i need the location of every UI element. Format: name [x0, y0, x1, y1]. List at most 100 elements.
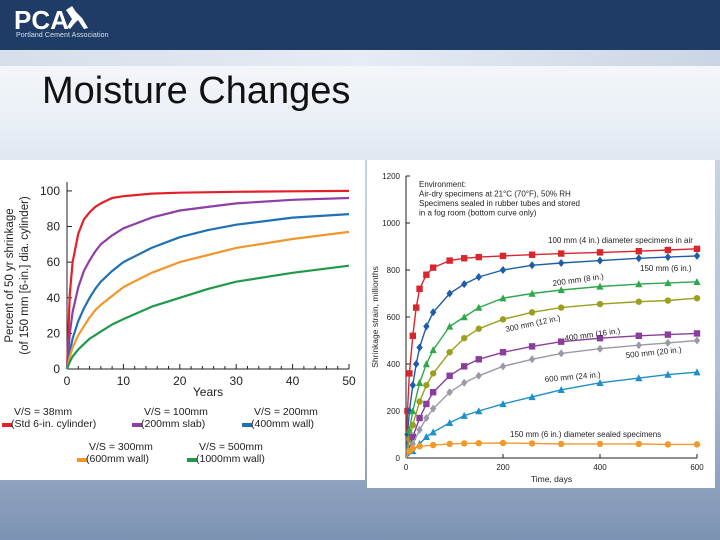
- data-point: [461, 363, 468, 370]
- series-line-2: [65, 196, 350, 370]
- data-point: [460, 411, 468, 419]
- y-axis-label-line: Percent of 50 yr shrinkage: [4, 208, 16, 342]
- data-point: [429, 264, 437, 271]
- data-point: [635, 280, 643, 288]
- data-point: [475, 273, 482, 282]
- x-axis-label: Time, days: [531, 474, 572, 484]
- y-tick-label: 800: [387, 266, 401, 275]
- y-axis-label-line: (of 150 mm [6-in.] dia. cylinder): [19, 196, 31, 355]
- series-markers-2: [404, 251, 701, 439]
- data-point: [558, 258, 565, 267]
- curve-label-6: 500 mm (20 in.): [625, 345, 682, 360]
- data-point: [596, 282, 604, 290]
- y-tick-label: 80: [47, 220, 61, 234]
- data-point: [429, 370, 437, 377]
- data-point: [461, 255, 468, 262]
- data-point: [528, 355, 536, 364]
- title-band: [0, 50, 720, 160]
- shrinkage-percent-chart-panel: 0 10 20 30 40 50 0 20 40 60 80 100 Years Percent of 5…: [0, 160, 365, 480]
- data-point: [416, 398, 423, 405]
- series-markers-1: [404, 245, 701, 415]
- data-point: [409, 407, 417, 415]
- data-point: [475, 325, 482, 332]
- data-point: [664, 297, 672, 304]
- data-point: [635, 298, 642, 305]
- data-point: [664, 246, 672, 254]
- y-tick-label: 400: [387, 360, 401, 369]
- data-point: [596, 249, 604, 256]
- x-tick-label: 400: [593, 463, 607, 472]
- data-point: [528, 261, 536, 270]
- data-point: [664, 441, 672, 448]
- data-point: [446, 440, 453, 448]
- data-point: [596, 256, 604, 265]
- legend-line: V/S = 300mm: [89, 441, 153, 453]
- data-point: [415, 379, 424, 386]
- x-tick-label: 0: [404, 463, 409, 472]
- x-tick-label: 40: [286, 374, 300, 388]
- data-point: [446, 349, 453, 356]
- data-point: [499, 439, 507, 447]
- legend-line: V/S = 38mm: [14, 406, 72, 418]
- x-tick-label: 50: [342, 374, 356, 388]
- data-point: [412, 360, 420, 368]
- data-point: [558, 338, 565, 345]
- data-point: [635, 254, 642, 263]
- data-point: [528, 393, 536, 401]
- data-point: [429, 428, 437, 436]
- data-point: [406, 407, 413, 415]
- data-point: [693, 336, 701, 345]
- curve-label-7: 600 mm (24 in.): [544, 370, 601, 384]
- data-point: [693, 330, 701, 337]
- data-point: [429, 389, 437, 396]
- series-curve-6: [405, 339, 698, 459]
- x-axis-label: Years: [193, 385, 223, 399]
- environment-annotation: Environment: Air-dry specimens at 21°C (7…: [419, 180, 580, 218]
- data-point: [664, 338, 672, 347]
- curve-label-2: 150 mm (6 in.): [640, 264, 692, 273]
- data-point: [475, 303, 483, 311]
- data-point: [596, 300, 604, 308]
- data-point: [446, 388, 453, 397]
- data-point: [693, 295, 701, 302]
- data-point: [423, 400, 430, 408]
- slide-header: PCA Portland Cement Association: [0, 0, 720, 50]
- data-point: [409, 332, 416, 339]
- legend-swatch-1: [2, 423, 12, 427]
- data-point: [423, 381, 430, 389]
- data-point: [409, 421, 416, 429]
- legend-entry-5: V/S = 500mm (1000mm wall): [196, 441, 265, 465]
- logo-text: PCA: [14, 5, 69, 34]
- data-point: [635, 248, 642, 255]
- data-point: [693, 368, 701, 376]
- series-line-1: [65, 189, 350, 370]
- data-point: [499, 362, 507, 371]
- data-point: [416, 443, 423, 450]
- data-point: [446, 289, 453, 298]
- legend-swatch-3: [242, 423, 252, 427]
- curve-label-8: 150 mm (6 in.) diameter sealed specimens: [510, 430, 661, 439]
- data-point: [446, 418, 454, 426]
- data-point: [422, 360, 430, 368]
- data-point: [528, 343, 536, 350]
- x-tick-label: 0: [64, 374, 71, 388]
- y-tick-label: 40: [47, 291, 61, 305]
- shrinkage-strain-chart-panel: 0 200 400 600 0 200 400 600 800 1000 1200 Time, day…: [367, 160, 715, 488]
- data-point: [412, 304, 420, 311]
- data-point: [664, 331, 672, 338]
- y-axis-label: Shrinkage strain, millionths: [370, 266, 380, 368]
- data-point: [416, 425, 423, 434]
- data-point: [596, 344, 604, 353]
- data-point: [693, 245, 701, 253]
- data-point: [499, 252, 507, 260]
- data-point: [475, 356, 482, 363]
- data-point: [693, 251, 701, 260]
- x-tick-label: 20: [173, 374, 187, 388]
- data-point: [499, 316, 507, 323]
- y-tick-label: 1200: [382, 172, 400, 181]
- data-point: [635, 440, 642, 448]
- x-tick-label: 10: [117, 374, 131, 388]
- page-title: Moisture Changes: [42, 70, 351, 112]
- data-point: [409, 445, 416, 452]
- data-point: [596, 379, 604, 386]
